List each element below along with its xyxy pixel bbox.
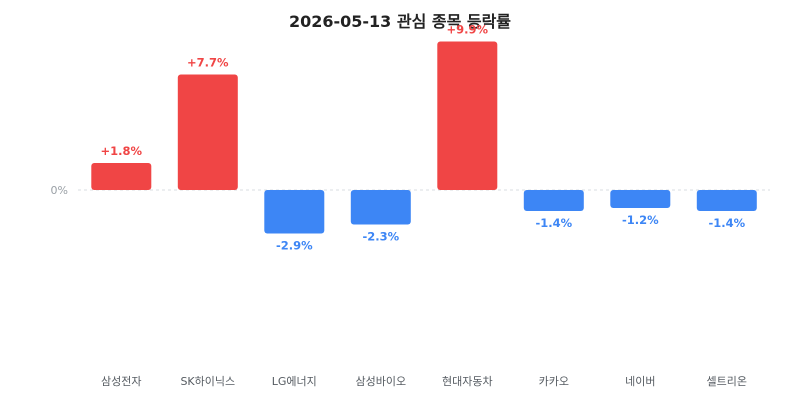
- bars-group: +1.8% 삼성전자 +7.7% SK하이닉스 -2.9% LG에너지 -2.3% 삼성바이오…: [91, 23, 757, 388]
- category-label-1: SK하이닉스: [180, 374, 235, 388]
- category-label-2: LG에너지: [272, 375, 317, 388]
- bar-5: [523, 190, 584, 211]
- category-label-7: 셀트리온: [707, 375, 747, 388]
- bar-3: [350, 190, 411, 225]
- value-label-0: +1.8%: [101, 144, 143, 158]
- value-label-5: -1.4%: [535, 216, 572, 230]
- value-label-7: -1.4%: [708, 216, 745, 230]
- bar-4: [437, 41, 498, 190]
- category-label-4: 현대자동차: [442, 375, 493, 388]
- value-label-1: +7.7%: [187, 56, 229, 70]
- bar-0: [91, 163, 152, 190]
- value-label-4: +9.9%: [447, 23, 489, 37]
- bar-2: [264, 190, 325, 234]
- category-label-5: 카카오: [539, 375, 569, 388]
- category-label-0: 삼성전자: [101, 375, 141, 388]
- bar-7: [696, 190, 757, 211]
- chart-title: 2026-05-13 관심 종목 등락률: [289, 12, 511, 31]
- category-label-6: 네이버: [625, 375, 655, 388]
- bar-6: [610, 190, 671, 208]
- value-label-6: -1.2%: [622, 213, 659, 227]
- value-label-3: -2.3%: [362, 230, 399, 244]
- value-label-2: -2.9%: [276, 239, 313, 253]
- category-label-3: 삼성바이오: [355, 375, 406, 388]
- bar-1: [177, 74, 238, 190]
- zero-tick-label: 0%: [51, 184, 68, 197]
